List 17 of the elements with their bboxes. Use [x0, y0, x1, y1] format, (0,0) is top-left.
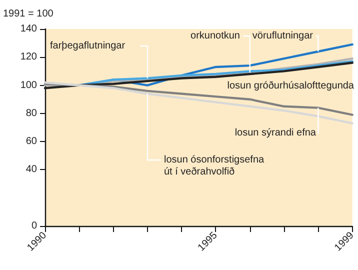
y-tick-label: 120 — [20, 52, 38, 63]
y-tick-label: 60 — [26, 136, 38, 148]
y-tick-label: 140 — [20, 24, 38, 34]
y-axis-title: 1991 = 100 — [3, 8, 54, 20]
series-label: losun gróðurhúsalofttegunda — [227, 80, 354, 92]
y-tick-label: 40 — [26, 164, 38, 176]
text: farþegaflutningar — [50, 40, 126, 52]
line-series — [44, 82, 354, 116]
y-tick-label: 0 — [31, 220, 38, 232]
y-tick-label: 100 — [20, 80, 38, 91]
series-label: vöruflutningar — [252, 30, 314, 42]
text: losun ósonforstigsefna út í veðrahvolfið — [164, 154, 264, 178]
series-label: losun sýrandi efna — [234, 128, 316, 138]
line-series — [44, 62, 354, 90]
line-series — [44, 81, 354, 124]
y-tick-label: 80 — [26, 108, 38, 119]
text: orkunotkun — [190, 30, 240, 42]
